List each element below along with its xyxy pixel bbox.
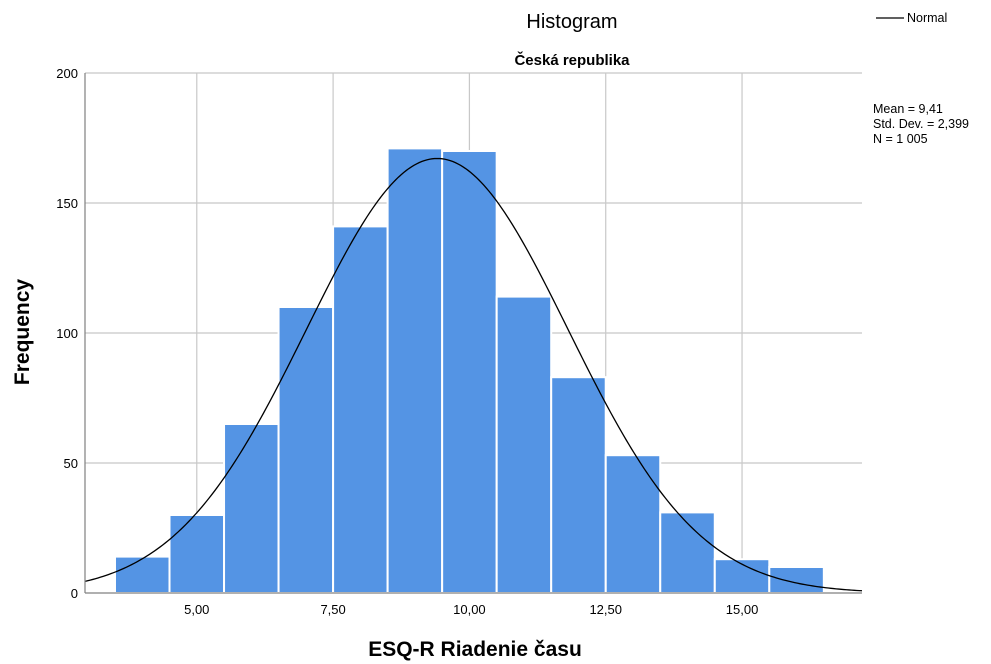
histogram-bar (441, 150, 498, 594)
histogram-bar (332, 225, 389, 594)
y-tick-label: 100 (56, 326, 78, 341)
x-tick-label: 15,00 (726, 602, 759, 617)
x-tick-label: 7,50 (320, 602, 345, 617)
gridlines (85, 72, 862, 593)
stats-annotation: Mean = 9,41 Std. Dev. = 2,399 N = 1 005 (873, 102, 969, 146)
x-axis-title: ESQ-R Riadenie času (368, 638, 582, 661)
y-tick-label: 200 (56, 66, 78, 81)
histogram-bar (223, 423, 280, 594)
histogram-bar (550, 376, 607, 595)
chart-subtitle: Česká republika (514, 51, 630, 69)
histogram-bar (168, 514, 226, 594)
histogram-bar (113, 555, 171, 594)
legend-normal-label: Normal (907, 11, 947, 25)
histogram-bars (113, 147, 825, 595)
x-tick-label: 10,00 (453, 602, 486, 617)
stat-mean: Mean = 9,41 (873, 102, 943, 116)
legend: Normal (876, 11, 947, 25)
normal-curve (84, 157, 863, 592)
histogram-bar (495, 295, 553, 594)
normal-curve-layer (84, 157, 863, 592)
histogram-bar (277, 306, 335, 594)
y-axis-title: Frequency (11, 279, 34, 386)
axes (84, 73, 862, 594)
tick-labels: 0 50 100 150 200 5,00 7,50 10,00 12,50 15,00 (56, 66, 758, 617)
stat-std-dev: Std. Dev. = 2,399 (873, 117, 969, 131)
y-tick-label: 0 (71, 586, 78, 601)
histogram-bar (659, 511, 716, 595)
histogram-bar (604, 454, 662, 595)
stat-n: N = 1 005 (873, 132, 928, 146)
y-tick-label: 150 (56, 196, 78, 211)
x-tick-label: 12,50 (589, 602, 622, 617)
chart-title: Histogram (526, 11, 617, 33)
histogram-bar (386, 147, 444, 594)
x-tick-label: 5,00 (184, 602, 209, 617)
histogram-bar (768, 566, 825, 594)
y-tick-label: 50 (64, 456, 78, 471)
